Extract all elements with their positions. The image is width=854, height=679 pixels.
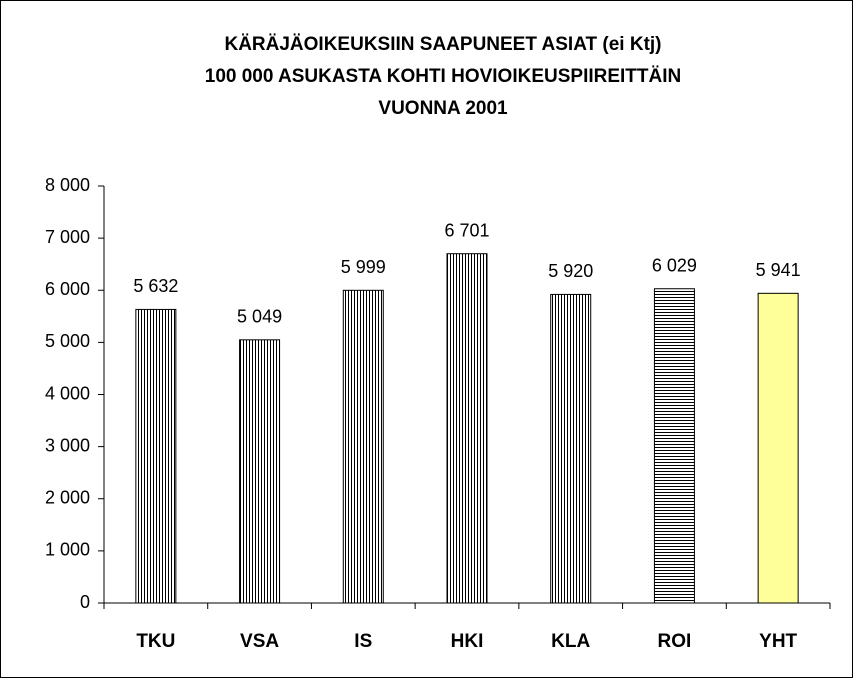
y-tick-label: 7 000 [45,227,90,247]
y-tick-label: 5 000 [45,331,90,351]
value-label: 5 632 [133,276,178,296]
y-tick-label: 1 000 [45,540,90,560]
value-label: 6 029 [652,255,697,275]
x-tick-label: ROI [658,631,692,652]
bar [446,253,488,604]
x-tick-label: YHT [759,631,797,652]
bar [135,308,177,604]
x-tick-label: KLA [551,631,590,652]
value-label: 5 920 [548,261,593,281]
chart-title: KÄRÄJÄOIKEUKSIIN SAAPUNEET ASIAT (ei Ktj… [224,34,661,55]
value-label: 6 701 [444,220,489,240]
bar [653,288,695,604]
y-tick-label: 2 000 [45,488,90,508]
value-label: 5 049 [237,307,282,327]
chart-title: VUONNA 2001 [378,98,508,119]
bar [239,339,281,604]
y-tick-label: 0 [80,592,90,612]
bar [550,293,592,604]
bar [757,292,799,604]
y-tick-label: 4 000 [45,383,90,403]
x-tick-label: HKI [451,631,484,652]
x-tick-label: TKU [136,631,175,652]
value-label: 5 999 [341,257,386,277]
y-tick-label: 6 000 [45,279,90,299]
y-tick-label: 3 000 [45,435,90,455]
chart-title: 100 000 ASUKASTA KOHTI HOVIOIKEUSPIIREIT… [205,66,682,87]
x-tick-label: IS [354,631,372,652]
x-tick-label: VSA [240,631,279,652]
y-tick-label: 8 000 [45,175,90,195]
bar [342,289,384,604]
value-label: 5 941 [756,260,801,280]
